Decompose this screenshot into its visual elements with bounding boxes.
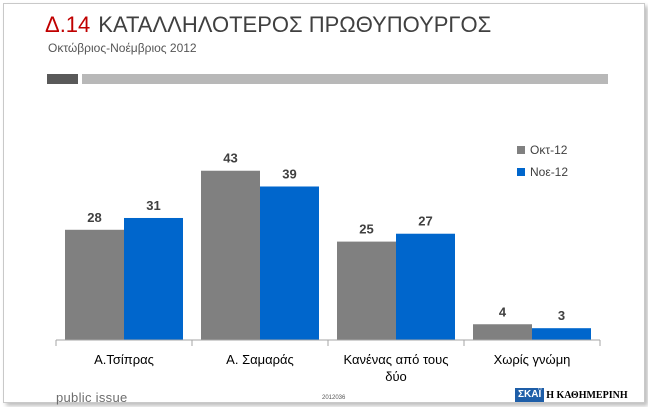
bar-1-2 bbox=[396, 233, 455, 340]
slide: Δ.14 ΚΑΤΑΛΛΗΛΟΤΕΡΟΣ ΠΡΩΘΥΠΟΥΡΓΟΣ Οκτώβριο… bbox=[3, 3, 645, 405]
data-label-0-3: 4 bbox=[499, 304, 507, 319]
data-label-1-0: 31 bbox=[146, 198, 160, 213]
bar-0-3 bbox=[473, 324, 532, 340]
page-title: Δ.14 ΚΑΤΑΛΛΗΛΟΤΕΡΟΣ ΠΡΩΘΥΠΟΥΡΓΟΣ bbox=[45, 12, 491, 38]
data-label-1-1: 39 bbox=[282, 166, 296, 181]
legend-label: Νοε-12 bbox=[530, 165, 568, 179]
skai-logo: ΣΚΑΪ bbox=[515, 388, 545, 402]
category-label: δύο bbox=[385, 369, 407, 384]
data-label-0-1: 43 bbox=[223, 151, 237, 166]
data-label-0-2: 25 bbox=[359, 222, 373, 237]
title-code: Δ.14 bbox=[45, 12, 91, 37]
data-label-0-0: 28 bbox=[87, 210, 101, 225]
page-subtitle: Οκτώβριος-Νοέμβριος 2012 bbox=[48, 41, 197, 55]
header-divider-light bbox=[82, 74, 608, 84]
bar-0-0 bbox=[65, 229, 124, 340]
bar-0-2 bbox=[337, 241, 396, 340]
bar-1-3 bbox=[532, 328, 591, 340]
category-label: Α. Σαμαράς bbox=[226, 352, 294, 367]
title-text: ΚΑΤΑΛΛΗΛΟΤΕΡΟΣ ΠΡΩΘΥΠΟΥΡΓΟΣ bbox=[98, 12, 492, 37]
kathimerini-logo: Η ΚΑΘΗΜΕΡΙΝΗ bbox=[546, 389, 628, 401]
bar-1-0 bbox=[124, 217, 183, 340]
header-divider-dark bbox=[47, 74, 78, 84]
footer-logos: ΣΚΑΪ Η ΚΑΘΗΜΕΡΙΝΗ bbox=[515, 388, 628, 402]
legend-label: Οκτ-12 bbox=[530, 143, 568, 157]
bar-0-1 bbox=[201, 170, 260, 340]
footer-code: 2012036 bbox=[322, 395, 346, 401]
category-label: Κανένας από τους bbox=[343, 352, 448, 367]
data-label-1-3: 3 bbox=[558, 308, 565, 323]
data-label-1-2: 27 bbox=[418, 214, 432, 229]
category-label: Α.Τσίπρας bbox=[94, 352, 154, 367]
category-label: Χωρίς γνώμη bbox=[494, 352, 571, 367]
bar-chart: 28 43 25 4 31 39 27 3 Α.Τσίπρας Α. Σαμαράς Κανένας… bbox=[55, 143, 601, 384]
legend-swatch bbox=[517, 168, 525, 176]
footer-brand: public issue bbox=[56, 390, 128, 405]
legend-swatch bbox=[517, 146, 525, 154]
bar-1-1 bbox=[260, 186, 319, 340]
